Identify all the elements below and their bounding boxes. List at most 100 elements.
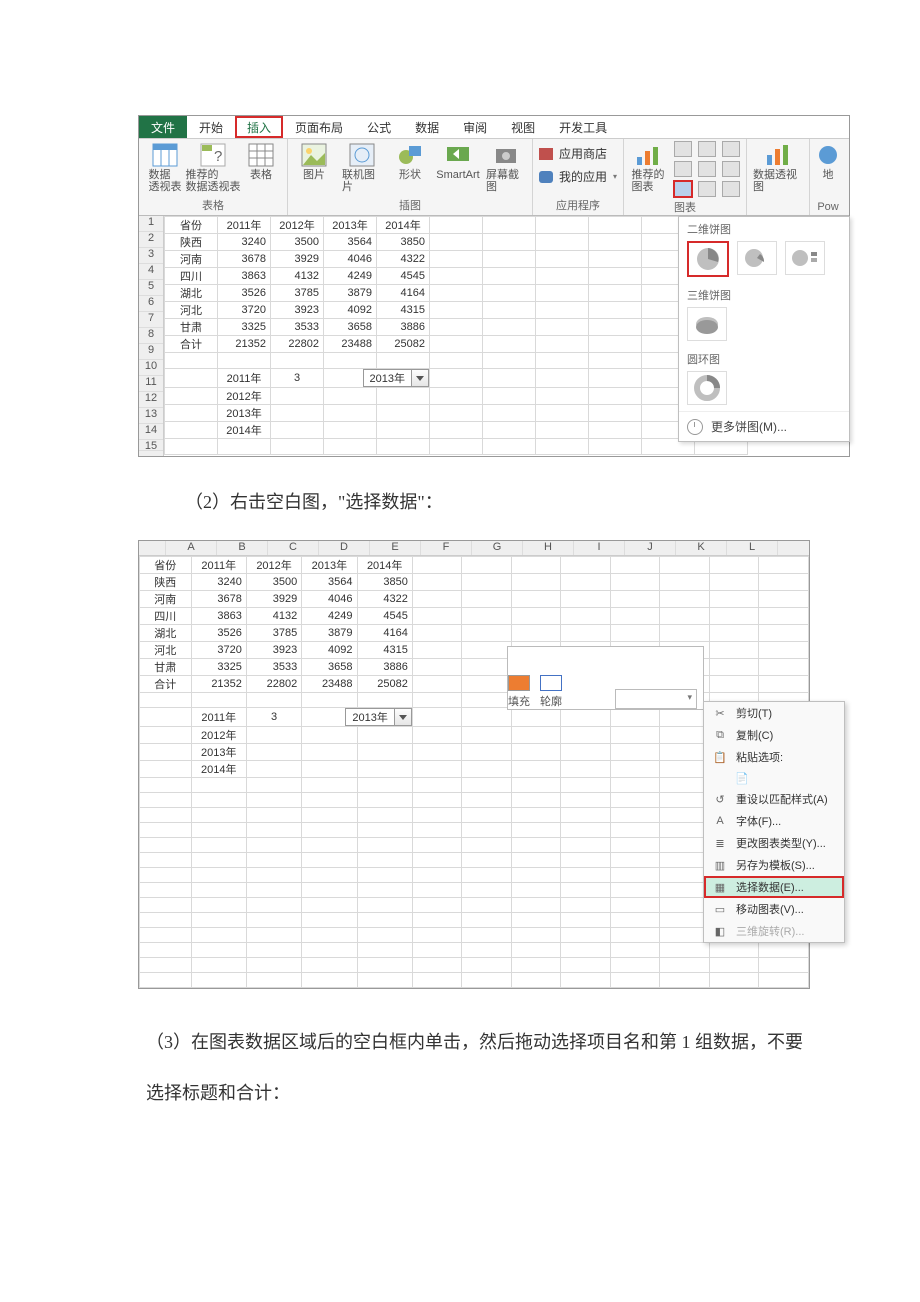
tab-review[interactable]: 审阅 xyxy=(451,116,499,138)
col-header[interactable]: A xyxy=(166,541,217,555)
template-icon: ▥ xyxy=(712,858,728,872)
chart-mini-9[interactable] xyxy=(722,181,740,197)
pie-chart-popup: 二维饼图 三维饼图 圆环图 更多饼图(M)... xyxy=(678,216,850,442)
col-header[interactable]: C xyxy=(268,541,319,555)
table-button[interactable]: 表格 xyxy=(241,141,281,181)
pie-2d-basic[interactable] xyxy=(687,241,729,277)
group-label-map: Pow xyxy=(816,199,840,215)
row-header[interactable]: 10 xyxy=(139,360,163,376)
tab-home[interactable]: 开始 xyxy=(187,116,235,138)
tab-file[interactable]: 文件 xyxy=(139,116,187,138)
year-dropdown-1[interactable]: 2013年 xyxy=(363,369,429,387)
row-header[interactable]: 7 xyxy=(139,312,163,328)
ctx-paste-options: 📋粘贴选项: xyxy=(704,746,844,768)
ctx-save-template[interactable]: ▥另存为模板(S)... xyxy=(704,854,844,876)
row-header[interactable]: 2 xyxy=(139,232,163,248)
screenshot-select-data: A B C D E F G H I J K L 省份2011年2012年2013… xyxy=(138,540,810,989)
row-header[interactable]: 8 xyxy=(139,328,163,344)
group-label-apps: 应用程序 xyxy=(539,195,617,215)
ctx-3d-rotate: ◧三维旋转(R)... xyxy=(704,920,844,942)
row-header[interactable]: 15 xyxy=(139,440,163,451)
ctx-move-chart[interactable]: ▭移动图表(V)... xyxy=(704,898,844,920)
col-header[interactable]: L xyxy=(727,541,778,555)
ctx-paste-choice[interactable]: 📄 xyxy=(704,768,844,788)
col-header[interactable]: K xyxy=(676,541,727,555)
row-header[interactable]: 14 xyxy=(139,424,163,440)
tab-data[interactable]: 数据 xyxy=(403,116,451,138)
ctx-cut[interactable]: ✂剪切(T) xyxy=(704,702,844,724)
online-picture-button[interactable]: 联机图片 xyxy=(342,141,382,193)
chart-mini-2[interactable] xyxy=(698,141,716,157)
fill-button[interactable]: 填充 xyxy=(508,675,530,709)
reset-icon: ↺ xyxy=(712,792,728,806)
chevron-down-icon[interactable] xyxy=(394,709,411,725)
tab-layout[interactable]: 页面布局 xyxy=(283,116,355,138)
my-apps-button[interactable]: 我的应用▾ xyxy=(539,168,617,185)
chart-mini-5[interactable] xyxy=(698,161,716,177)
app-store-button[interactable]: 应用商店 xyxy=(539,145,617,162)
ctx-select-data[interactable]: ▦选择数据(E)... xyxy=(704,876,844,898)
row-header[interactable]: 6 xyxy=(139,296,163,312)
ctx-change-chart-type[interactable]: ≣更改图表类型(Y)... xyxy=(704,832,844,854)
pivot-chart-button[interactable]: 数据透视图 xyxy=(753,141,803,193)
row-header[interactable]: 12 xyxy=(139,392,163,408)
pie-2d-exploded[interactable] xyxy=(737,241,777,275)
row-header[interactable]: 13 xyxy=(139,408,163,424)
row-header[interactable]: 4 xyxy=(139,264,163,280)
recommended-charts-label: 推荐的 图表 xyxy=(632,169,665,193)
col-header[interactable]: H xyxy=(523,541,574,555)
col-header[interactable]: B xyxy=(217,541,268,555)
ctx-font[interactable]: A字体(F)... xyxy=(704,810,844,832)
year-dropdown-2[interactable]: 2013年 xyxy=(345,708,411,726)
map-button[interactable]: 地 xyxy=(816,141,840,181)
row-header[interactable]: 9 xyxy=(139,344,163,360)
tab-view[interactable]: 视图 xyxy=(499,116,547,138)
pie-bar-of-pie[interactable] xyxy=(785,241,825,275)
chart-mini-4[interactable] xyxy=(674,161,692,177)
outline-button[interactable]: 轮廓 xyxy=(540,675,562,709)
more-pie-charts[interactable]: 更多饼图(M)... xyxy=(679,411,849,441)
row-header[interactable]: 1 xyxy=(139,216,163,232)
recommended-charts-button[interactable]: 推荐的 图表 xyxy=(630,141,666,193)
row-header[interactable]: 5 xyxy=(139,280,163,296)
row-header[interactable]: 3 xyxy=(139,248,163,264)
paste-icon: 📄 xyxy=(734,771,750,785)
rotate-3d-icon: ◧ xyxy=(712,924,728,938)
col-header[interactable]: F xyxy=(421,541,472,555)
row-header[interactable]: 11 xyxy=(139,376,163,392)
data-table-1[interactable]: 省份2011年2012年2013年2014年 陕西324035003564385… xyxy=(164,216,748,455)
smartart-button[interactable]: SmartArt xyxy=(438,141,478,181)
col-header[interactable]: E xyxy=(370,541,421,555)
chart-mini-3[interactable] xyxy=(722,141,740,157)
group-label-tables: 表格 xyxy=(145,195,281,215)
tab-insert[interactable]: 插入 xyxy=(235,116,283,138)
map-label: 地 xyxy=(823,169,834,181)
copy-icon: ⧉ xyxy=(712,728,728,742)
col-header[interactable]: D xyxy=(319,541,370,555)
ctx-reset-style[interactable]: ↺重设以匹配样式(A) xyxy=(704,788,844,810)
shapes-button[interactable]: 形状 xyxy=(390,141,430,181)
col-header[interactable]: G xyxy=(472,541,523,555)
col-header[interactable]: J xyxy=(625,541,676,555)
picture-button[interactable]: 图片 xyxy=(294,141,334,181)
chart-mini-8[interactable] xyxy=(698,181,716,197)
pie-chart-dropdown[interactable] xyxy=(674,181,692,197)
pivot-table-button[interactable]: 数据 透视表 xyxy=(145,141,185,193)
ribbon-group-pivotchart: 数据透视图 xyxy=(747,139,810,215)
mini-toolbar-dropdown[interactable]: ▾ xyxy=(615,689,697,709)
chart-mini-6[interactable] xyxy=(722,161,740,177)
tab-formulas[interactable]: 公式 xyxy=(355,116,403,138)
pivot-chart-label: 数据透视图 xyxy=(753,169,803,193)
chevron-down-icon[interactable] xyxy=(411,370,428,386)
recommended-pivot-button[interactable]: ? 推荐的 数据透视表 xyxy=(193,141,233,193)
instruction-text-3: （3）在图表数据区域后的空白框内单击，然后拖动选择项目名和第 1 组数据，不要选… xyxy=(146,1017,806,1118)
clipboard-icon: 📋 xyxy=(712,750,728,764)
screenshot-button[interactable]: 屏幕截图 xyxy=(486,141,526,193)
ctx-copy[interactable]: ⧉复制(C) xyxy=(704,724,844,746)
col-header[interactable]: I xyxy=(574,541,625,555)
donut-chart[interactable] xyxy=(687,371,727,405)
tab-developer[interactable]: 开发工具 xyxy=(547,116,619,138)
recommended-pivot-label: 推荐的 数据透视表 xyxy=(186,169,241,193)
chart-mini-1[interactable] xyxy=(674,141,692,157)
pie-3d[interactable] xyxy=(687,307,727,341)
